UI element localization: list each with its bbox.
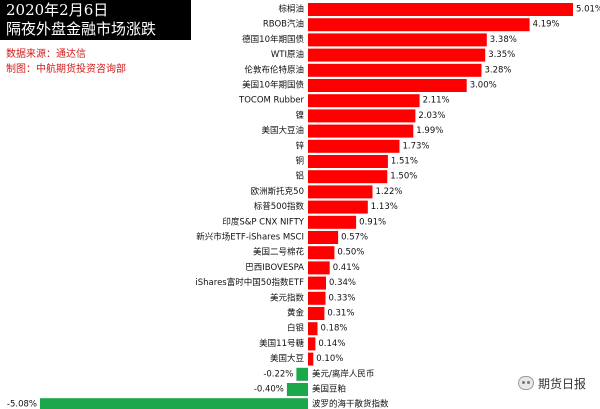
bar-4: [308, 63, 482, 77]
bar-6: [308, 94, 420, 108]
category-label-3: WTI原油: [271, 49, 304, 60]
category-label-7: 镍: [295, 110, 304, 121]
bar-3: [308, 48, 486, 62]
category-label-2: 德国10年期国债: [242, 34, 304, 45]
value-label-3: 3.35%: [488, 50, 515, 60]
value-label-14: 0.91%: [359, 217, 386, 227]
value-label-10: 1.51%: [391, 157, 418, 167]
bar-9: [308, 139, 400, 153]
value-label-18: 0.34%: [329, 278, 356, 288]
bar-15: [308, 231, 339, 244]
category-label-17: 巴西IBOVESPA: [245, 263, 304, 273]
value-label-7: 2.03%: [418, 111, 445, 121]
chart-title-date: 2020年2月6日: [6, 1, 109, 19]
value-label-13: 1.13%: [371, 202, 398, 212]
category-label-4: 伦敦布伦特原油: [244, 64, 304, 75]
data-source-note: 数据来源：通达信: [6, 49, 86, 60]
title-box: 2020年2月6日 隔夜外盘金融市场涨跌: [0, 0, 191, 40]
value-label-25: -0.40%: [254, 385, 284, 395]
category-label-16: 美国二号棉花: [253, 247, 305, 258]
value-label-15: 0.57%: [341, 233, 368, 243]
bar-22: [308, 337, 316, 351]
chart-title: 隔夜外盘金融市场涨跌: [6, 20, 157, 38]
category-label-0: 棕榈油: [278, 4, 304, 15]
value-label-23: 0.10%: [316, 354, 343, 364]
bar-12: [308, 185, 373, 199]
value-label-5: 3.00%: [470, 81, 497, 91]
value-label-2: 3.38%: [490, 35, 517, 45]
bar-26: [40, 398, 308, 409]
category-label-20: 黄金: [287, 308, 305, 319]
bar-14: [308, 215, 357, 229]
category-label-26: 波罗的海干散货指数: [312, 399, 389, 409]
bar-23: [308, 352, 314, 366]
category-label-5: 美国10年期国债: [242, 80, 304, 91]
bar-13: [308, 200, 368, 214]
value-label-19: 0.33%: [329, 293, 356, 303]
category-label-10: 铜: [295, 156, 304, 167]
value-label-17: 0.41%: [333, 263, 360, 273]
category-label-21: 白银: [287, 323, 305, 334]
bar-19: [308, 291, 326, 305]
bar-8: [308, 124, 414, 138]
bar-25: [286, 383, 308, 396]
value-label-20: 0.31%: [327, 309, 354, 319]
category-label-24: 美元/离岸人民币: [312, 368, 374, 379]
value-label-0: 5.01%: [576, 5, 600, 15]
bar-7: [308, 109, 416, 123]
value-label-11: 1.50%: [390, 172, 417, 182]
value-label-16: 0.50%: [337, 248, 364, 258]
value-label-22: 0.14%: [318, 339, 345, 349]
category-label-12: 欧洲斯托克50: [251, 186, 304, 197]
category-label-25: 美国豆粕: [312, 384, 346, 395]
category-label-14: 印度S&P CNX NIFTY: [222, 216, 304, 227]
bar-16: [308, 246, 335, 260]
wechat-icon: [517, 376, 534, 390]
value-label-1: 4.19%: [533, 20, 560, 30]
value-label-24: -0.22%: [263, 369, 293, 379]
value-label-26: -5.08%: [7, 400, 37, 409]
bar-1: [308, 18, 530, 32]
category-label-8: 美国大豆油: [261, 125, 304, 136]
category-label-18: iShares富时中国50指数ETF: [195, 277, 304, 288]
value-label-9: 1.73%: [403, 141, 430, 151]
chart-maker-note: 制图：中航期货投资咨询部: [6, 64, 126, 75]
value-label-8: 1.99%: [416, 126, 443, 136]
bar-18: [308, 276, 326, 290]
category-label-22: 美国11号糖: [259, 338, 304, 349]
category-label-13: 标普500指数: [254, 201, 305, 212]
category-label-23: 美国大豆: [270, 353, 304, 364]
bar-24: [296, 367, 308, 381]
bar-0: [308, 3, 573, 16]
bar-21: [308, 322, 318, 336]
value-label-12: 1.22%: [376, 187, 403, 197]
value-label-4: 3.28%: [485, 65, 512, 75]
bar-20: [308, 307, 325, 320]
value-label-6: 2.11%: [423, 96, 450, 106]
bar-2: [308, 33, 487, 47]
bar-11: [308, 170, 388, 184]
category-label-9: 锌: [295, 140, 304, 151]
category-label-19: 美元指数: [270, 292, 305, 303]
category-label-1: RBOB汽油: [263, 19, 304, 30]
category-label-11: 铝: [295, 171, 304, 182]
value-label-21: 0.18%: [321, 324, 348, 334]
bar-10: [308, 155, 388, 168]
bar-5: [308, 79, 467, 92]
category-label-15: 新兴市场ETF-iShares MSCI: [196, 232, 304, 243]
category-label-6: TOCOM Rubber: [238, 96, 304, 106]
watermark: 期货日报: [517, 373, 586, 393]
watermark-text: 期货日报: [537, 376, 586, 391]
bar-17: [308, 261, 330, 275]
